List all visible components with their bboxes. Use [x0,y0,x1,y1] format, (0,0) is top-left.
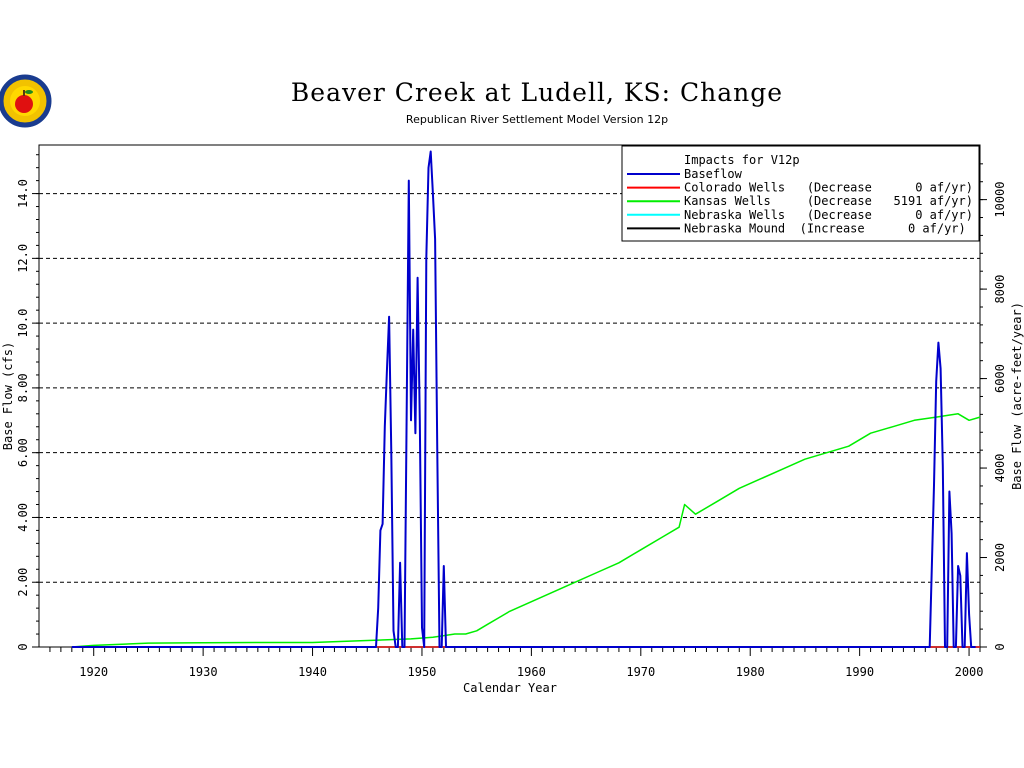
y2-tick-label: 4000 [993,454,1007,483]
y2-axis-label: Base Flow (acre-feet/year) [1010,302,1024,490]
y-tick-label: 2.00 [16,568,30,597]
y-tick-label: 10.0 [16,309,30,338]
x-tick-label: 1960 [517,665,546,679]
x-tick-label: 1990 [845,665,874,679]
x-tick-label: 1950 [408,665,437,679]
legend-title: Impacts for V12p [684,153,800,167]
y-tick-label: 8.00 [16,373,30,402]
y-tick-label: 6.00 [16,438,30,467]
legend-entry-label: Kansas Wells (Decrease 5191 af/yr) [684,194,973,208]
y2-tick-label: 10000 [993,182,1007,218]
legend-entry-label: Colorado Wells (Decrease 0 af/yr) [684,181,973,195]
x-tick-label: 2000 [955,665,984,679]
x-axis-label: Calendar Year [463,681,557,695]
x-tick-label: 1920 [79,665,108,679]
y-tick-label: 14.0 [16,179,30,208]
y-axis-right: 0 2000 4000 6000 8000 10000 [980,163,1007,651]
chart-subtitle: Republican River Settlement Model Versio… [406,113,668,126]
x-tick-label: 1980 [736,665,765,679]
y-tick-label: 4.00 [16,503,30,532]
y-axis-label: Base Flow (cfs) [1,342,15,450]
agency-logo [0,74,52,128]
gridlines [39,193,980,583]
legend-box [621,145,980,242]
y-tick-label: 0 [16,643,30,650]
y2-tick-label: 8000 [993,275,1007,304]
legend-entry-label: Nebraska Mound (Increase 0 af/yr) [684,221,966,235]
x-tick-label: 1970 [626,665,655,679]
series-lines [71,150,981,648]
y2-tick-label: 2000 [993,543,1007,572]
legend-entry-label: Nebraska Wells (Decrease 0 af/yr) [684,208,973,222]
series-kansas-wells [71,413,981,648]
y-axis-left: 0 2.00 4.00 6.00 8.00 10.0 12.0 14.0 [16,154,39,651]
series-baseflow [71,150,976,648]
x-tick-label: 1930 [189,665,218,679]
legend-entry-label: Baseflow [684,167,743,181]
y2-tick-label: 6000 [993,364,1007,393]
y-tick-label: 12.0 [16,244,30,273]
chart-title: Beaver Creek at Ludell, KS: Change [291,78,783,107]
x-tick-label: 1940 [298,665,327,679]
y2-tick-label: 0 [993,643,1007,650]
x-axis: 1920 1930 1940 1950 1960 1970 1980 1990 2000 [49,647,984,679]
